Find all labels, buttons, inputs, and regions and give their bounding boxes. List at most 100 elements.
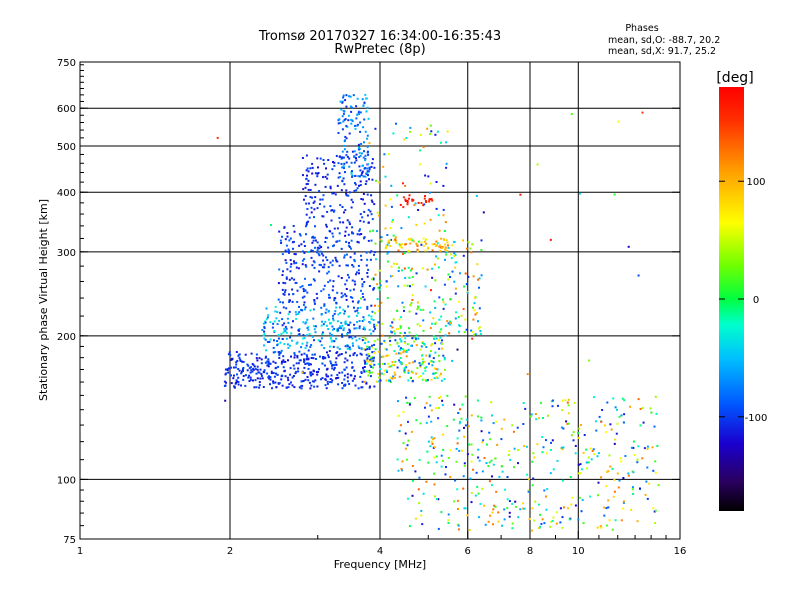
data-point <box>503 518 506 521</box>
data-point <box>353 260 356 263</box>
data-point <box>287 248 290 251</box>
data-point <box>325 223 328 226</box>
data-point <box>632 471 635 474</box>
data-point <box>354 183 357 186</box>
data-point <box>425 238 427 241</box>
data-point <box>597 494 599 497</box>
stats-o-mode: mean, sd,O: -88.7, 20.2 <box>608 35 720 46</box>
data-point <box>345 323 348 325</box>
data-point <box>306 291 309 294</box>
data-point <box>252 367 255 370</box>
data-point <box>436 242 439 245</box>
data-point <box>305 223 308 226</box>
data-point <box>363 298 366 301</box>
data-point <box>334 193 337 196</box>
data-point <box>354 310 357 313</box>
data-point <box>323 162 326 165</box>
data-point <box>536 443 539 446</box>
data-point <box>306 327 309 329</box>
data-point <box>373 325 376 328</box>
data-point <box>539 513 541 516</box>
data-point <box>449 276 452 278</box>
data-point <box>345 226 348 229</box>
data-point <box>378 376 381 379</box>
data-point <box>411 294 414 297</box>
data-point <box>282 281 285 284</box>
data-point <box>306 182 309 185</box>
data-point <box>391 361 394 363</box>
data-point <box>616 408 618 411</box>
data-point <box>343 148 346 151</box>
data-point <box>456 437 459 440</box>
data-point <box>348 315 351 318</box>
data-point <box>302 287 305 290</box>
data-point <box>442 301 445 304</box>
data-point <box>262 322 265 325</box>
data-point <box>407 238 410 241</box>
data-point <box>393 239 396 242</box>
data-point <box>323 263 326 266</box>
data-point <box>357 143 360 146</box>
data-point <box>324 357 327 360</box>
data-point <box>598 452 600 455</box>
data-point <box>306 355 309 358</box>
data-point <box>545 508 548 511</box>
data-point <box>250 352 253 355</box>
data-point <box>654 395 657 398</box>
data-point <box>363 237 365 240</box>
data-point <box>272 382 275 385</box>
data-point <box>353 306 355 309</box>
data-point <box>343 144 346 147</box>
data-point <box>250 369 253 372</box>
data-point <box>398 266 400 269</box>
data-point <box>348 223 351 226</box>
data-point <box>446 394 449 397</box>
data-point <box>339 121 342 124</box>
data-point <box>465 328 468 331</box>
data-point <box>306 174 308 177</box>
data-point <box>364 175 367 178</box>
data-point <box>374 127 377 130</box>
data-point <box>396 309 399 312</box>
data-point <box>237 368 240 370</box>
data-point <box>481 470 484 473</box>
data-point <box>444 221 447 224</box>
data-point <box>402 351 405 354</box>
data-point <box>285 277 288 280</box>
data-point <box>347 347 350 350</box>
data-point <box>279 301 282 304</box>
data-point <box>343 167 345 170</box>
data-point <box>398 430 401 433</box>
data-point <box>351 279 354 282</box>
data-point <box>372 330 375 333</box>
data-point <box>345 154 348 157</box>
data-point <box>589 447 592 450</box>
data-point <box>464 318 467 321</box>
data-point <box>439 250 442 252</box>
data-point <box>477 448 480 451</box>
data-point <box>216 136 219 139</box>
data-point <box>345 137 348 140</box>
data-point <box>348 241 350 244</box>
data-point <box>391 275 394 277</box>
data-point <box>393 350 396 352</box>
data-point <box>342 327 345 330</box>
data-point <box>368 348 371 350</box>
data-point <box>445 166 448 169</box>
data-point <box>364 167 367 169</box>
data-point <box>358 156 361 158</box>
data-point <box>409 376 412 379</box>
data-point <box>503 508 506 511</box>
data-point <box>457 528 460 531</box>
data-point <box>566 422 569 425</box>
data-point <box>445 253 448 256</box>
data-point <box>431 342 434 345</box>
data-point <box>424 367 427 370</box>
data-point <box>440 395 442 398</box>
data-point <box>370 363 373 366</box>
data-point <box>274 361 277 364</box>
data-point <box>236 359 239 362</box>
data-point <box>368 346 371 349</box>
data-point <box>366 171 369 174</box>
data-point <box>278 352 281 355</box>
